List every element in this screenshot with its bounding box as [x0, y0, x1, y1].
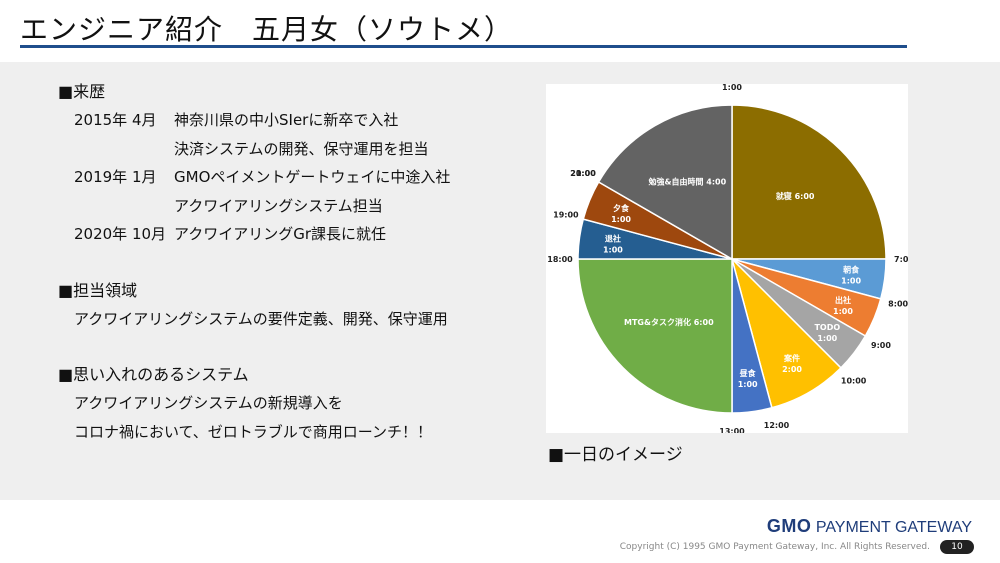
career-line: 2019年 1月 GMOペイメントゲートウェイに中途入社: [58, 163, 528, 192]
time-label: 9:00: [871, 341, 891, 350]
pie-slice-label: MTG&タスク消化 6:00: [624, 317, 714, 327]
pie-slice: [731, 104, 887, 260]
career-date: 2015年 4月: [74, 111, 157, 129]
memorable-line: アクワイアリングシステムの新規導入を: [74, 394, 343, 412]
company-logo: GMO PAYMENT GATEWAY: [767, 516, 972, 537]
pie-slice-label: 退社 1:00: [603, 233, 623, 254]
memorable-line: コロナ禍において、ゼロトラブルで商用ローンチ！！: [74, 422, 433, 441]
pie-slice-label: 案件 2:00: [782, 353, 802, 374]
memorable-heading: ■思い入れのあるシステム: [58, 365, 249, 384]
content-panel: ■来歴 2015年 4月 神奈川県の中小SIerに新卒で入社 決済システムの開発、…: [0, 62, 1000, 500]
time-label: 10:00: [841, 377, 867, 386]
time-label: 12:00: [764, 421, 790, 430]
page-number: 10: [940, 540, 974, 554]
time-label: 7:00: [894, 255, 908, 264]
daily-schedule-chart: 就寝 6:00 朝食 1:00 出社 1:00 TODO 1:00 案件 2:00 昼食 1:00 M…: [546, 83, 914, 436]
pie-chart-svg: 就寝 6:00 朝食 1:00 出社 1:00 TODO 1:00 案件 2:00 昼食 1:00 M…: [547, 83, 914, 436]
pie-slice-label: TODO 1:00: [814, 323, 840, 343]
pie-slice-label: 出社 1:00: [833, 295, 853, 316]
career-date: 2019年 1月: [74, 168, 157, 186]
pie-slice-label: 就寝 6:00: [776, 191, 815, 201]
time-label: 21:00: [570, 169, 596, 178]
career-heading: ■来歴: [58, 82, 106, 101]
logo-text: PAYMENT GATEWAY: [815, 519, 972, 536]
copyright-text: Copyright (C) 1995 GMO Payment Gateway, …: [619, 542, 930, 552]
pie-slice-label: 夕食 1:00: [611, 203, 631, 224]
career-text: 神奈川県の中小SIerに新卒で入社: [174, 111, 399, 129]
pie-slice: [597, 104, 733, 261]
time-label: 13:00: [719, 427, 745, 433]
time-label: 1:00: [722, 84, 742, 92]
logo-mark: GMO: [766, 516, 812, 536]
career-date: 2020年 10月: [74, 225, 167, 243]
career-line: 2015年 4月 神奈川県の中小SIerに新卒で入社: [58, 106, 528, 135]
responsibility-heading: ■担当領域: [58, 280, 138, 300]
pie-slice: [577, 258, 733, 414]
chart-caption: ■一日のイメージ: [548, 445, 683, 465]
responsibility-line: アクワイアリングシステムの要件定義、開発、保守運用: [74, 309, 448, 328]
page-title: エンジニア紹介 五月女（ソウトメ）: [20, 13, 514, 46]
time-label: 18:00: [547, 255, 573, 264]
time-label: 8:00: [888, 300, 908, 309]
career-line: アクワイアリングシステム担当: [174, 196, 383, 215]
career-text: GMOペイメントゲートウェイに中途入社: [174, 168, 451, 186]
time-label: 19:00: [553, 210, 579, 219]
career-line: 決済システムの開発、保守運用を担当: [174, 139, 429, 158]
time-label: 20:00: [570, 169, 596, 178]
career-text: アクワイアリングGr課長に就任: [174, 225, 387, 243]
title-underline: [20, 45, 907, 48]
profile-text: ■来歴 2015年 4月 神奈川県の中小SIerに新卒で入社 決済システムの開発、…: [58, 78, 528, 446]
pie-slice-label: 昼食 1:00: [738, 368, 758, 389]
career-line: 2020年 10月 アクワイアリングGr課長に就任: [58, 220, 528, 249]
pie-slice-label: 朝食 1:00: [841, 265, 861, 286]
pie-slice-label: 勉強&自由時間 4:00: [648, 177, 727, 187]
